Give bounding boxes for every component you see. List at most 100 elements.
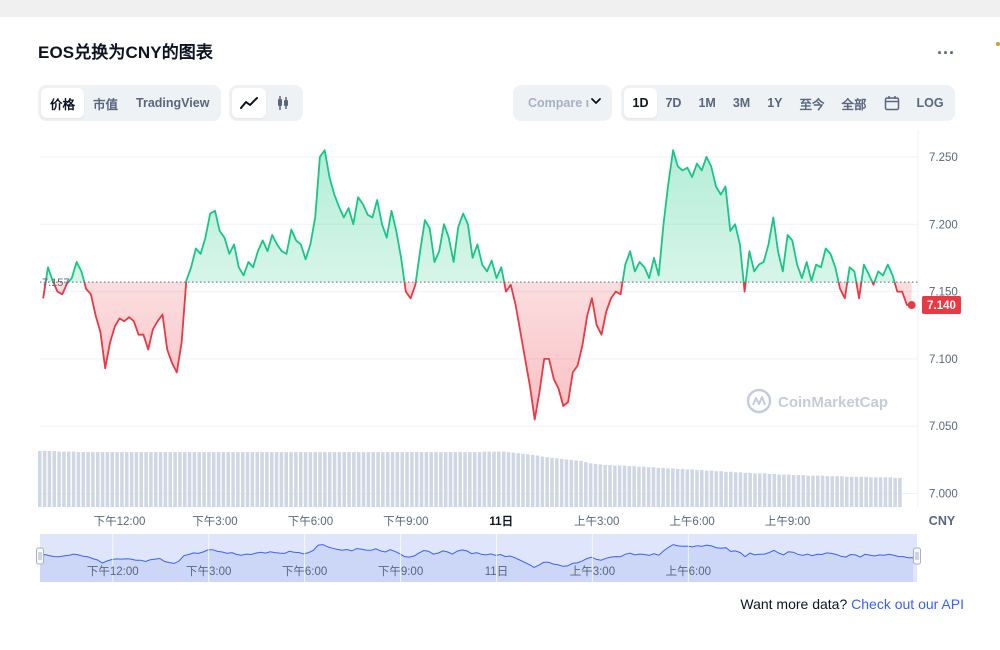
more-options-button[interactable]: ... (937, 38, 956, 58)
navigator-handle-right[interactable] (913, 547, 921, 565)
volume-bar (535, 455, 540, 507)
volume-bar (482, 451, 487, 507)
tab-tradingview[interactable]: TradingView (136, 96, 210, 110)
volume-bar (801, 475, 806, 507)
volume-bar (825, 476, 830, 507)
volume-bar (695, 470, 699, 507)
price-lines (42, 149, 912, 421)
range-1y[interactable]: 1Y (767, 96, 783, 110)
volume-bar (284, 452, 288, 507)
volume-bar (390, 452, 395, 507)
coinmarketcap-logo-icon (746, 388, 772, 414)
volume-bar (642, 466, 646, 507)
range-7d[interactable]: 7D (665, 96, 682, 110)
volume-bar (139, 452, 144, 507)
volume-bar (453, 452, 458, 507)
y-axis: 7.000 7.050 7.100 7.150 7.200 7.250 (929, 152, 958, 501)
volume-bar (313, 452, 317, 507)
range-ytd[interactable]: 至今 (799, 97, 825, 112)
volume-bar (598, 464, 603, 507)
volume-bar (671, 468, 675, 507)
range-all[interactable]: 全部 (841, 97, 867, 112)
volume-bar (414, 452, 419, 507)
volume-bar (767, 473, 772, 507)
volume-bar (443, 452, 448, 507)
volume-bar (216, 452, 221, 507)
last-price-tag (922, 296, 961, 315)
volume-bar (748, 472, 752, 507)
volume-bars (38, 451, 902, 507)
volume-bar (318, 452, 322, 507)
volume-bar (651, 467, 656, 507)
volume-bar (777, 474, 781, 507)
volume-bar (197, 452, 202, 507)
compare-dropdown[interactable]: Compare ι (513, 85, 612, 121)
volume-bar (487, 451, 491, 507)
navigator-handle-left[interactable] (36, 547, 44, 565)
volume-bar (178, 452, 182, 507)
volume-bar (120, 452, 124, 507)
volume-bar (811, 475, 815, 507)
line-chart-icon[interactable] (232, 88, 266, 118)
calendar-icon[interactable] (875, 88, 908, 118)
volume-bar (579, 461, 583, 507)
volume-bar (385, 452, 390, 507)
volume-bar (603, 465, 607, 507)
volume-bar (129, 452, 134, 507)
navigator-area (40, 544, 913, 582)
watermark-text: CoinMarketCap (778, 394, 888, 411)
tab-price[interactable]: 价格 (41, 88, 85, 118)
tab-market-cap[interactable]: 市值 (93, 97, 119, 112)
volume-bar (584, 462, 588, 507)
last-price-marker: 7.140 (907, 296, 961, 315)
volume-bar (410, 452, 414, 507)
volume-bar (545, 457, 549, 507)
range-3m[interactable]: 3M (732, 96, 751, 110)
volume-bar (434, 452, 438, 507)
volume-bar (588, 463, 593, 507)
log-scale-toggle[interactable]: LOG (916, 96, 944, 110)
volume-bar (255, 452, 259, 507)
volume-bar (240, 452, 245, 507)
range-navigator[interactable]: 下午12:00 下午3:00 下午6:00 下午9:00 11日 上午3:00 上午6:00 (36, 534, 921, 582)
volume-bar (149, 452, 153, 507)
candlestick-icon[interactable] (266, 88, 300, 118)
volume-bar (874, 477, 878, 507)
api-link[interactable]: Check out our API (851, 596, 964, 612)
volume-bar (859, 476, 864, 507)
range-1d[interactable]: 1D (624, 88, 657, 118)
area-below-reference (43, 282, 912, 420)
volume-bar (308, 452, 313, 507)
y-tick-label: 7.050 (929, 421, 958, 433)
volume-bar (221, 452, 226, 507)
volume-bar (632, 466, 636, 507)
volume-bar (511, 452, 516, 507)
x-axis: 下午12:00 下午3:00 下午6:00 下午9:00 11日 上午3:00 上午6:00… (94, 515, 811, 528)
chart-title: EOS兑换为CNY的图表 (38, 43, 213, 62)
volume-bar (265, 452, 269, 507)
volume-bar (158, 452, 163, 507)
volume-bar (405, 452, 409, 507)
volume-bar (787, 474, 791, 507)
chevron-down-icon (591, 98, 601, 104)
x-tick-label: 上午6:00 (669, 515, 714, 528)
volume-bar (569, 459, 574, 507)
volume-bar (100, 452, 105, 507)
volume-bar (733, 472, 738, 507)
navigator-tick-label: 下午6:00 (282, 565, 327, 578)
reference-price-label: 7.157 (42, 277, 70, 289)
volume-bar (52, 451, 57, 507)
volume-bar (110, 452, 115, 507)
volume-bar (342, 452, 346, 507)
x-tick-label: 下午3:00 (192, 515, 237, 528)
volume-bar (849, 476, 854, 507)
volume-bar (144, 452, 148, 507)
range-1m[interactable]: 1M (698, 96, 716, 110)
volume-bar (298, 452, 303, 507)
navigator-tick-label: 下午12:00 (87, 565, 139, 578)
volume-bar (163, 452, 168, 507)
x-tick-label: 11日 (489, 515, 513, 528)
x-tick-label: 上午9:00 (765, 515, 810, 528)
volume-bar (666, 468, 670, 507)
